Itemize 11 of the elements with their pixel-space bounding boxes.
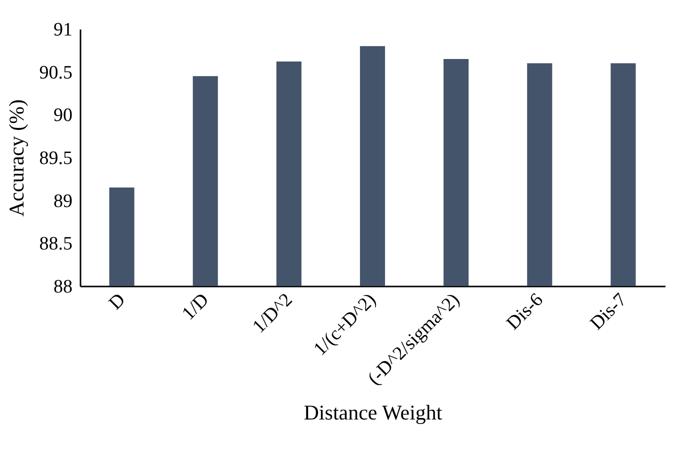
- y-tick-label: 88: [54, 276, 72, 298]
- y-tick-label: 88.5: [39, 234, 72, 255]
- y-tick-label: 91: [54, 20, 72, 40]
- y-tick-label: 89: [54, 190, 72, 212]
- y-axis-title: Accuracy (%): [4, 99, 28, 217]
- y-tick-label: 90: [54, 105, 72, 126]
- x-tick-label: 1/D: [178, 289, 214, 324]
- y-tick-label: 89.5: [39, 148, 72, 169]
- x-axis-title: Distance Weight: [304, 400, 442, 425]
- x-tick-label: D: [105, 289, 130, 314]
- y-tick-label: 90.5: [39, 62, 72, 84]
